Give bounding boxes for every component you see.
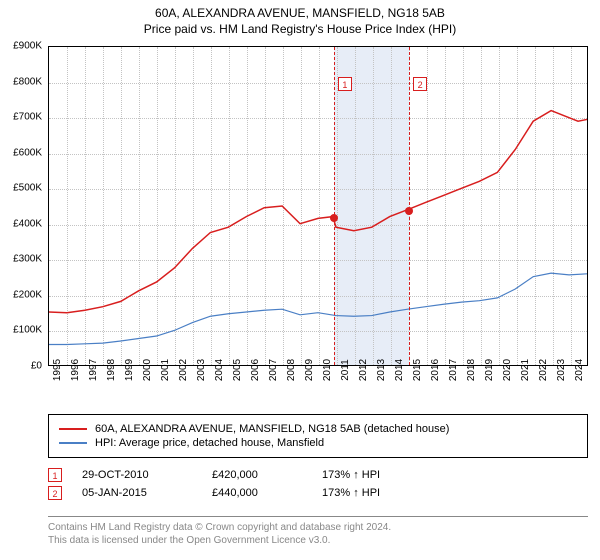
title-block: 60A, ALEXANDRA AVENUE, MANSFIELD, NG18 5… <box>0 0 600 38</box>
x-tick-label: 2011 <box>340 359 351 381</box>
y-tick-label: £300K <box>13 254 42 265</box>
x-tick-label: 2000 <box>142 359 153 381</box>
legend-label-property: 60A, ALEXANDRA AVENUE, MANSFIELD, NG18 5… <box>95 423 449 435</box>
footer-attribution: Contains HM Land Registry data © Crown c… <box>48 516 588 547</box>
x-tick-label: 2016 <box>430 359 441 381</box>
event-line-1 <box>334 47 335 365</box>
x-tick-label: 2017 <box>448 359 459 381</box>
x-tick-label: 2010 <box>322 359 333 381</box>
x-tick-label: 2020 <box>502 359 513 381</box>
x-tick-label: 2014 <box>394 359 405 381</box>
sale-row-2: 2 05-JAN-2015 £440,000 173% ↑ HPI <box>48 486 588 500</box>
series-property <box>49 111 587 313</box>
x-tick-label: 1998 <box>106 359 117 381</box>
sale-price-2: £440,000 <box>212 487 322 499</box>
x-axis: 1995199619971998199920002001200220032004… <box>48 366 588 406</box>
x-tick-label: 2005 <box>232 359 243 381</box>
chart-area: £0 £100K £200K £300K £400K £500K £600K £700K £80… <box>0 38 600 408</box>
x-tick-label: 2001 <box>160 359 171 381</box>
x-tick-label: 2024 <box>574 359 585 381</box>
y-tick-label: £400K <box>13 218 42 229</box>
y-tick-label: £500K <box>13 183 42 194</box>
line-series-svg <box>49 47 587 365</box>
x-tick-label: 1999 <box>124 359 135 381</box>
sale-date-1: 29-OCT-2010 <box>82 469 212 481</box>
sales-table: 1 29-OCT-2010 £420,000 173% ↑ HPI 2 05-J… <box>48 464 588 504</box>
sale-hpi-rel-1: 173% ↑ HPI <box>322 469 452 481</box>
x-tick-label: 2002 <box>178 359 189 381</box>
legend-label-hpi: HPI: Average price, detached house, Mans… <box>95 437 324 449</box>
y-tick-label: £800K <box>13 76 42 87</box>
x-tick-label: 2009 <box>304 359 315 381</box>
chart-subtitle: Price paid vs. HM Land Registry's House … <box>0 22 600 36</box>
y-axis: £0£100K£200K£300K£400K£500K£600K£700K£80… <box>0 46 46 366</box>
y-tick-label: £0 <box>31 361 42 372</box>
y-tick-label: £600K <box>13 147 42 158</box>
sale-price-1: £420,000 <box>212 469 322 481</box>
x-tick-label: 1996 <box>70 359 81 381</box>
event-box-1: 1 <box>338 77 352 91</box>
x-tick-label: 2013 <box>376 359 387 381</box>
sale-marker-2: 2 <box>48 486 62 500</box>
x-tick-label: 2022 <box>538 359 549 381</box>
sale-marker-1: 1 <box>48 468 62 482</box>
x-tick-label: 2012 <box>358 359 369 381</box>
chart-container: 60A, ALEXANDRA AVENUE, MANSFIELD, NG18 5… <box>0 0 600 560</box>
legend-swatch-hpi <box>59 442 87 444</box>
y-tick-label: £700K <box>13 112 42 123</box>
event-dot-2 <box>405 207 413 215</box>
chart-title-address: 60A, ALEXANDRA AVENUE, MANSFIELD, NG18 5… <box>0 6 600 20</box>
y-tick-label: £900K <box>13 41 42 52</box>
footer-line2: This data is licensed under the Open Gov… <box>48 534 588 547</box>
y-tick-label: £100K <box>13 325 42 336</box>
sale-date-2: 05-JAN-2015 <box>82 487 212 499</box>
event-box-2: 2 <box>413 77 427 91</box>
x-tick-label: 2015 <box>412 359 423 381</box>
x-tick-label: 2006 <box>250 359 261 381</box>
sale-row-1: 1 29-OCT-2010 £420,000 173% ↑ HPI <box>48 468 588 482</box>
x-tick-label: 2023 <box>556 359 567 381</box>
series-hpi <box>49 273 587 344</box>
x-tick-label: 2008 <box>286 359 297 381</box>
x-tick-label: 1995 <box>52 359 63 381</box>
x-tick-label: 2003 <box>196 359 207 381</box>
footer-line1: Contains HM Land Registry data © Crown c… <box>48 521 588 534</box>
x-tick-label: 1997 <box>88 359 99 381</box>
plot-area: 12 <box>48 46 588 366</box>
legend-item-hpi: HPI: Average price, detached house, Mans… <box>59 437 577 449</box>
legend-item-property: 60A, ALEXANDRA AVENUE, MANSFIELD, NG18 5… <box>59 423 577 435</box>
sale-hpi-rel-2: 173% ↑ HPI <box>322 487 452 499</box>
x-tick-label: 2007 <box>268 359 279 381</box>
x-tick-label: 2021 <box>520 359 531 381</box>
y-tick-label: £200K <box>13 289 42 300</box>
event-dot-1 <box>330 214 338 222</box>
legend-box: 60A, ALEXANDRA AVENUE, MANSFIELD, NG18 5… <box>48 414 588 458</box>
x-tick-label: 2004 <box>214 359 225 381</box>
x-tick-label: 2019 <box>484 359 495 381</box>
x-tick-label: 2018 <box>466 359 477 381</box>
legend-swatch-property <box>59 428 87 430</box>
